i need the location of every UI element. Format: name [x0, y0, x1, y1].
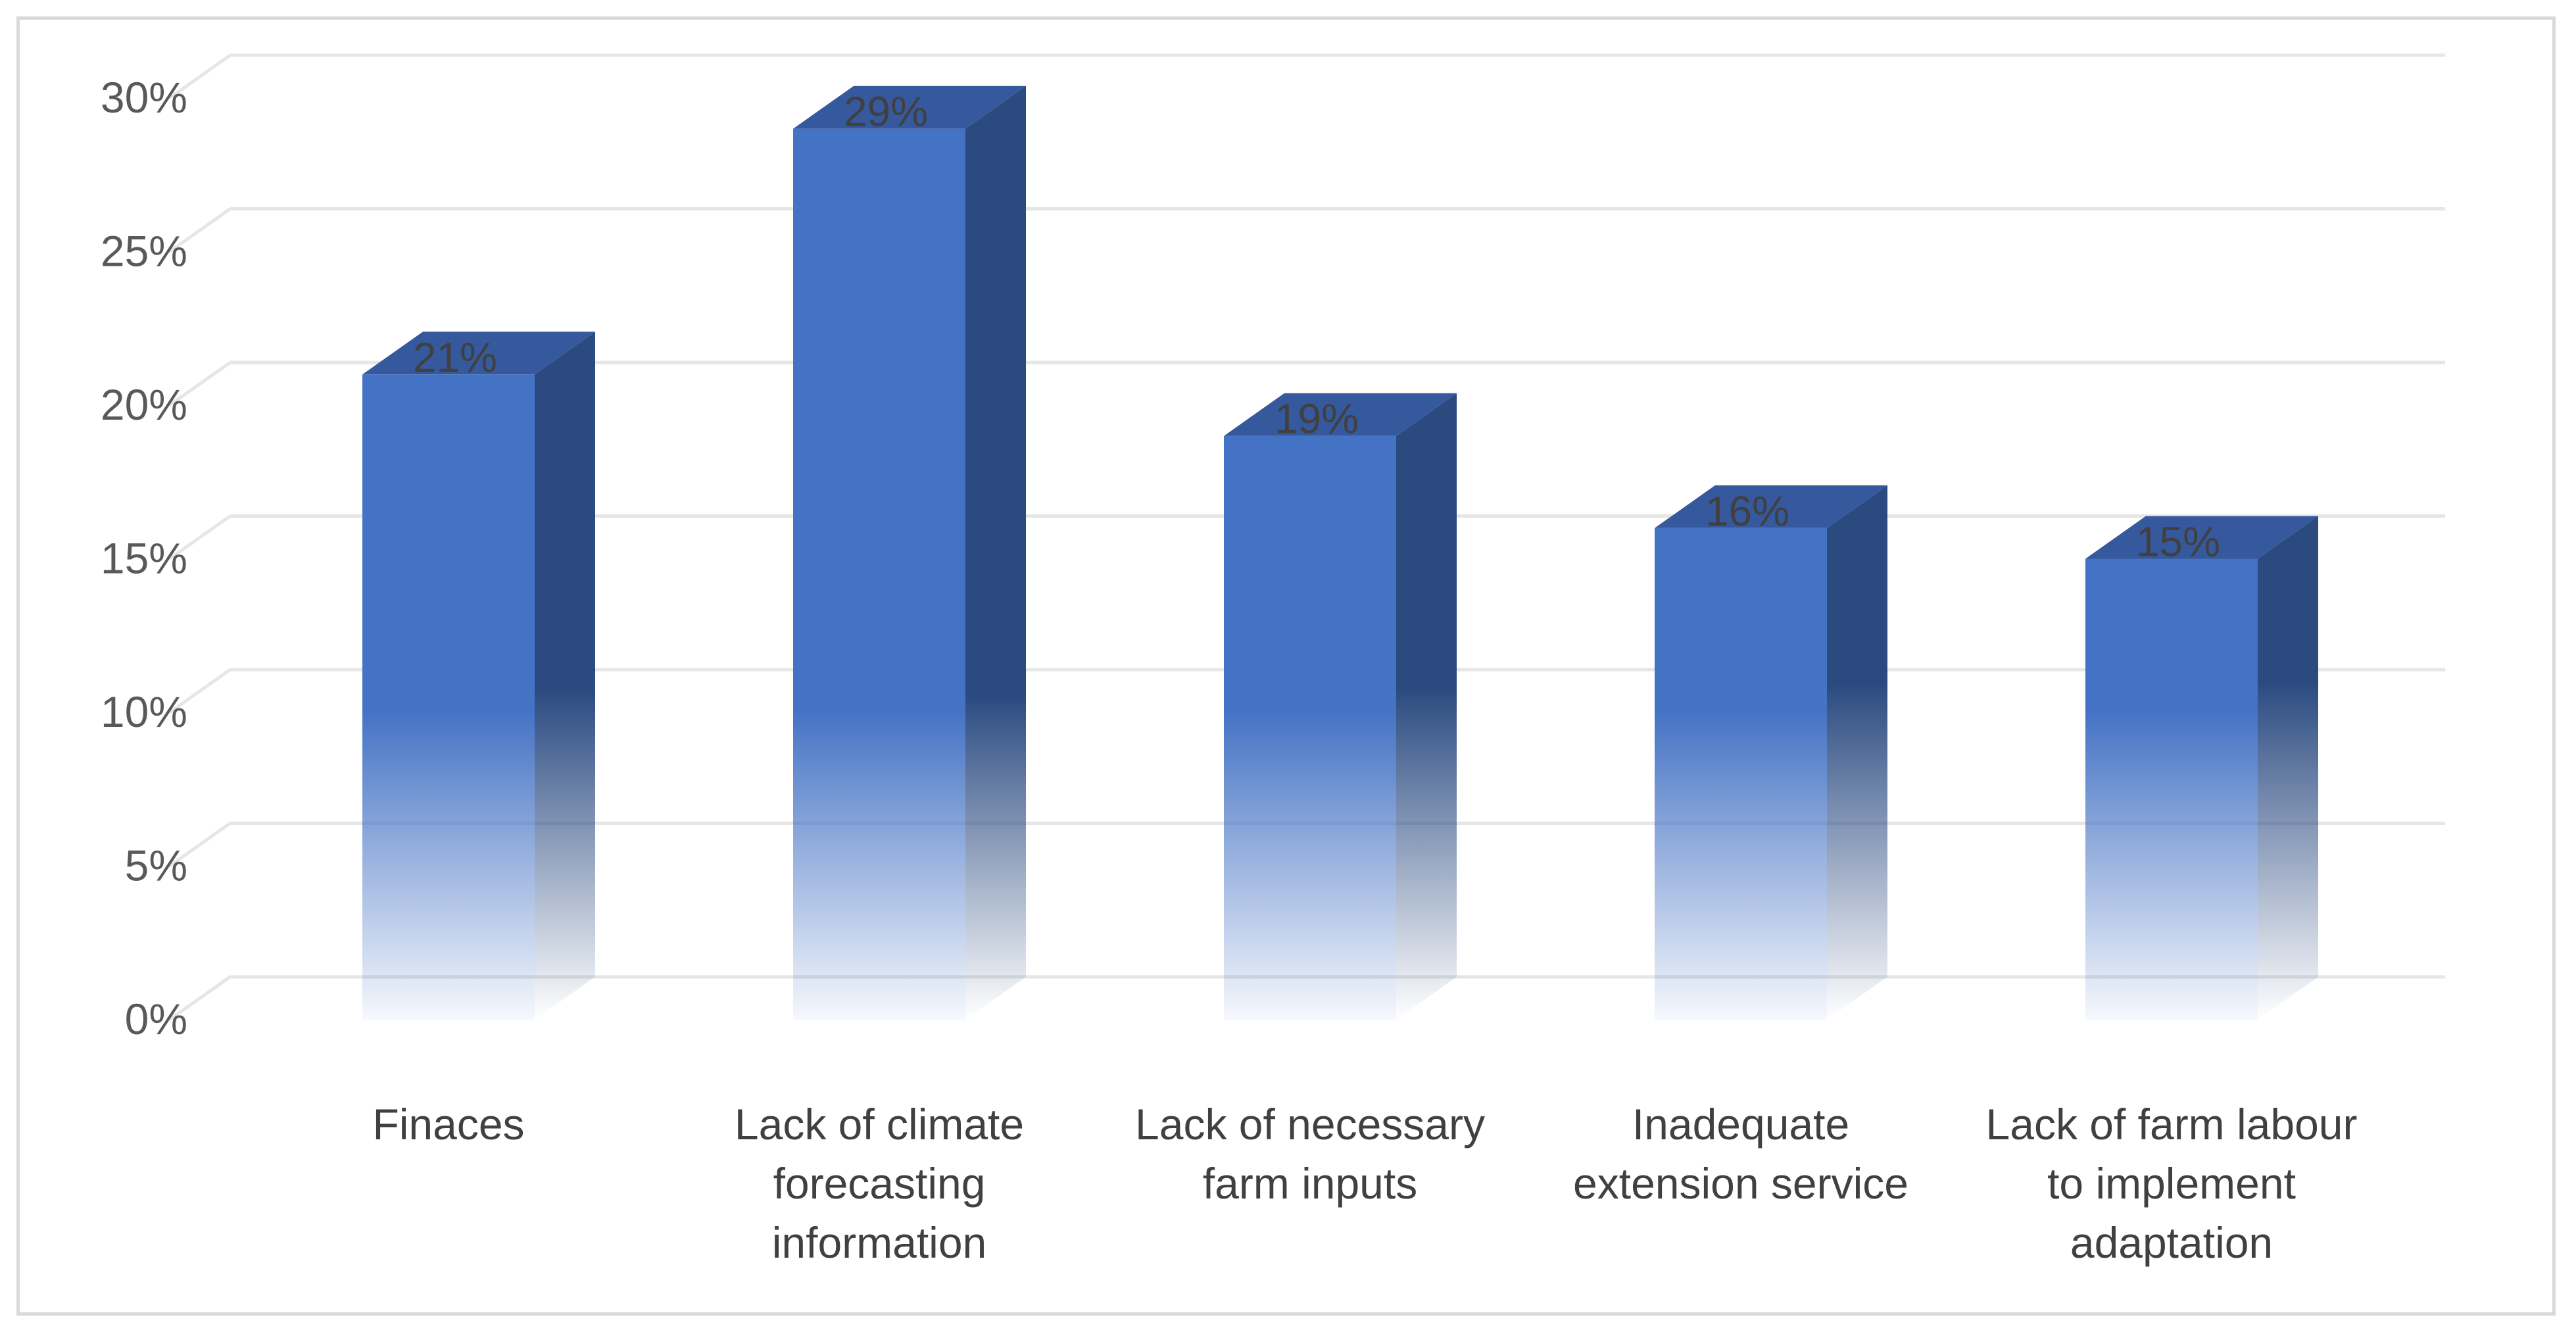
- bar-side-face: [965, 86, 1026, 1020]
- y-tick-label: 20%: [101, 380, 187, 429]
- bar-top-face: [1655, 485, 1887, 528]
- y-tick-label: 30%: [101, 73, 187, 122]
- bar-top-face: [2085, 516, 2318, 559]
- bar-side-face: [1396, 393, 1457, 1020]
- category-label: Lack of necessary farm inputs: [1135, 1100, 1485, 1208]
- category-label: Lack of farm labour to implement adaptatio…: [1986, 1100, 2358, 1267]
- category-label-line: information: [772, 1218, 987, 1267]
- category-label: Lack of climate forecasting information: [735, 1100, 1024, 1267]
- bar-top-face: [362, 332, 595, 375]
- category-label-line: Lack of farm labour: [1986, 1100, 2358, 1149]
- category-label-line: extension service: [1573, 1159, 1908, 1208]
- y-tick-label: 10%: [101, 687, 187, 736]
- bar-front-face: [362, 374, 535, 1020]
- bar-side-face: [1827, 485, 1887, 1020]
- bar-side-face: [2258, 516, 2318, 1020]
- y-axis-tick-labels: 0% 5% 10% 15% 20% 25% 30%: [101, 73, 187, 1043]
- data-label: 29%: [844, 88, 928, 136]
- bar-side-face: [535, 332, 595, 1020]
- bar: [362, 332, 595, 1020]
- data-label: 19%: [1275, 395, 1359, 443]
- bar: [793, 86, 1026, 1020]
- gridline: [168, 360, 2445, 407]
- category-label-line: farm inputs: [1203, 1159, 1417, 1208]
- data-labels: 21% 29% 19% 16% 15%: [413, 88, 2220, 566]
- category-labels: Finaces Lack of climate forecasting informa…: [372, 1100, 2357, 1267]
- category-label-line: Lack of necessary: [1135, 1100, 1485, 1149]
- category-label-line: Finaces: [372, 1100, 524, 1149]
- data-label: 16%: [1705, 487, 1789, 535]
- bar: [2085, 516, 2318, 1020]
- category-label-line: Inadequate: [1632, 1100, 1849, 1149]
- bar-front-face: [2085, 558, 2258, 1020]
- data-label: 15%: [2136, 518, 2220, 566]
- bar-front-face: [1655, 528, 1827, 1020]
- category-label: Inadequate extension service: [1573, 1100, 1908, 1208]
- category-label-line: to implement: [2047, 1159, 2296, 1208]
- bar-top-face: [793, 86, 1026, 129]
- y-tick-label: 15%: [101, 534, 187, 583]
- data-label: 21%: [413, 334, 497, 381]
- y-tick-label: 0%: [125, 995, 187, 1043]
- bars: [362, 86, 2318, 1020]
- y-tick-label: 5%: [125, 841, 187, 890]
- gridline: [168, 207, 2445, 253]
- bar: [1224, 393, 1457, 1020]
- bar-top-face: [1224, 393, 1457, 436]
- gridline: [168, 53, 2445, 100]
- bar-front-face: [793, 128, 965, 1020]
- category-label-line: Lack of climate: [735, 1100, 1024, 1149]
- bar: [1655, 485, 1887, 1020]
- bar-front-face: [1224, 435, 1396, 1020]
- category-label-line: adaptation: [2070, 1218, 2273, 1267]
- category-label-line: forecasting: [773, 1159, 986, 1208]
- y-tick-label: 25%: [101, 227, 187, 276]
- category-label: Finaces: [372, 1100, 524, 1149]
